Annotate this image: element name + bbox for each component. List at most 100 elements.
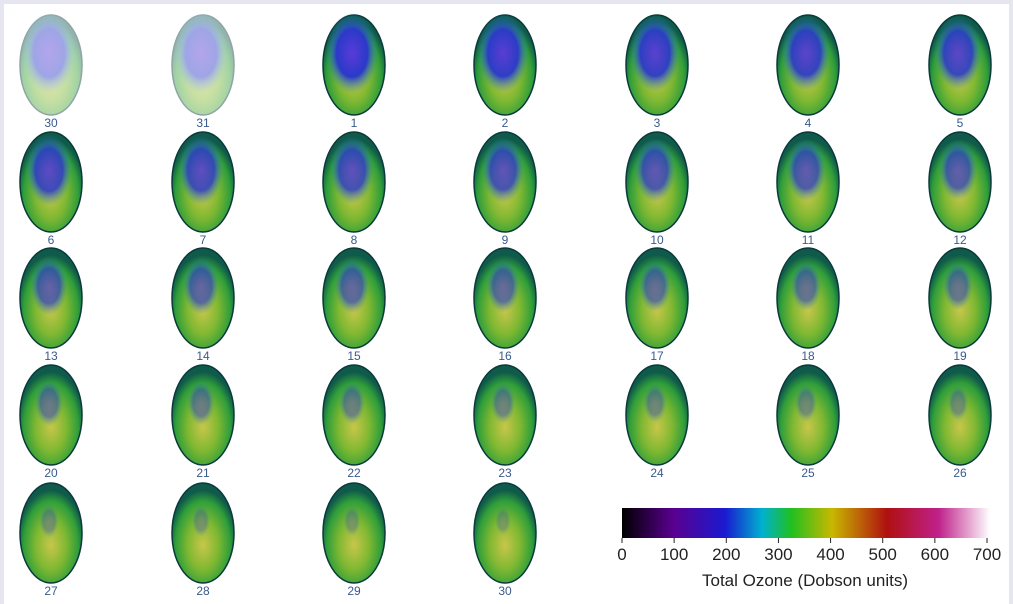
day-label: 7	[200, 233, 207, 247]
colorbar-tick-label: 500	[869, 545, 897, 564]
ozone-map	[625, 247, 689, 349]
ozone-map	[322, 13, 386, 116]
ozone-map	[322, 482, 386, 584]
ozone-hole	[183, 257, 219, 315]
ozone-hole	[175, 13, 227, 93]
day-label: 8	[351, 233, 358, 247]
colorbar-tick-label: 300	[764, 545, 792, 564]
day-label: 20	[44, 466, 58, 480]
ozone-map	[928, 247, 992, 349]
ozone-map	[19, 247, 83, 349]
ozone-map	[776, 247, 840, 349]
ozone-map	[625, 364, 689, 466]
colorbar-tick-label: 0	[617, 545, 626, 564]
ozone-hole	[790, 261, 822, 311]
day-label: 13	[44, 349, 58, 363]
ozone-map	[776, 131, 840, 233]
day-label: 21	[196, 466, 210, 480]
ozone-map	[625, 14, 689, 116]
ozone-map	[19, 131, 83, 233]
ozone-map	[776, 364, 840, 466]
day-label: 4	[805, 116, 812, 130]
ozone-map	[473, 131, 537, 233]
day-label: 10	[650, 233, 664, 247]
day-label: 30	[498, 584, 512, 598]
ozone-map	[19, 13, 83, 116]
day-label: 31	[196, 116, 210, 130]
ozone-hole	[638, 260, 672, 312]
day-label: 24	[650, 466, 664, 480]
day-label: 25	[801, 466, 815, 480]
ozone-map	[322, 131, 386, 233]
day-label: 1	[351, 116, 358, 130]
ozone-map	[928, 14, 992, 116]
ozone-hole	[330, 136, 374, 204]
colorbar-tick-label: 100	[660, 545, 688, 564]
ozone-map	[776, 14, 840, 116]
ozone-hole	[339, 381, 365, 425]
ozone-hole	[490, 382, 516, 424]
day-label: 9	[502, 233, 509, 247]
ozone-hole	[634, 138, 676, 202]
ozone-hole	[191, 505, 211, 537]
ozone-hole	[343, 506, 361, 536]
day-label: 29	[347, 584, 361, 598]
ozone-hole	[794, 384, 818, 422]
colorbar	[622, 508, 990, 538]
ozone-map	[322, 364, 386, 466]
ozone-map	[171, 364, 235, 466]
day-label: 16	[498, 349, 512, 363]
day-label: 17	[650, 349, 664, 363]
ozone-hole	[187, 380, 215, 426]
day-label: 27	[44, 584, 58, 598]
colorbar-tick-label: 600	[921, 545, 949, 564]
day-label: 23	[498, 466, 512, 480]
ozone-hole	[326, 13, 378, 93]
colorbar-tick-label: 400	[816, 545, 844, 564]
ozone-map	[322, 247, 386, 349]
ozone-hole	[34, 380, 64, 426]
ozone-map	[171, 247, 235, 349]
day-label: 6	[48, 233, 55, 247]
ozone-map	[473, 247, 537, 349]
ozone-hole	[786, 138, 826, 202]
day-label: 2	[502, 116, 509, 130]
ozone-map	[928, 131, 992, 233]
colorbar-tick-label: 700	[973, 545, 1001, 564]
colorbar-label: Total Ozone (Dobson units)	[702, 571, 908, 590]
ozone-hole	[23, 13, 75, 93]
ozone-hole	[630, 14, 680, 92]
day-label: 11	[802, 233, 815, 247]
day-label: 22	[347, 466, 361, 480]
ozone-hole	[495, 507, 511, 535]
colorbar-tick-label: 200	[712, 545, 740, 564]
ozone-hole	[178, 135, 224, 205]
ozone-map	[171, 482, 235, 584]
ozone-map	[928, 364, 992, 466]
ozone-hole	[477, 13, 529, 93]
ozone-hole	[481, 137, 525, 203]
ozone-map	[625, 131, 689, 233]
day-label: 18	[801, 349, 815, 363]
day-label: 30	[44, 116, 58, 130]
ozone-map	[19, 482, 83, 584]
day-label: 14	[196, 349, 210, 363]
day-label: 19	[953, 349, 967, 363]
ozone-hole	[486, 259, 520, 313]
ozone-map	[473, 364, 537, 466]
ozone-map	[473, 13, 537, 116]
ozone-hole	[943, 262, 973, 310]
day-label: 26	[953, 466, 967, 480]
ozone-hole	[934, 16, 982, 90]
day-label: 12	[953, 233, 967, 247]
ozone-hole	[781, 15, 831, 91]
ozone-hole	[39, 504, 59, 538]
ozone-hole	[938, 139, 978, 201]
ozone-map	[19, 364, 83, 466]
day-label: 28	[196, 584, 210, 598]
ozone-hole	[26, 134, 72, 206]
day-label: 3	[654, 116, 661, 130]
ozone-hole	[334, 258, 370, 314]
ozone-map	[171, 131, 235, 233]
